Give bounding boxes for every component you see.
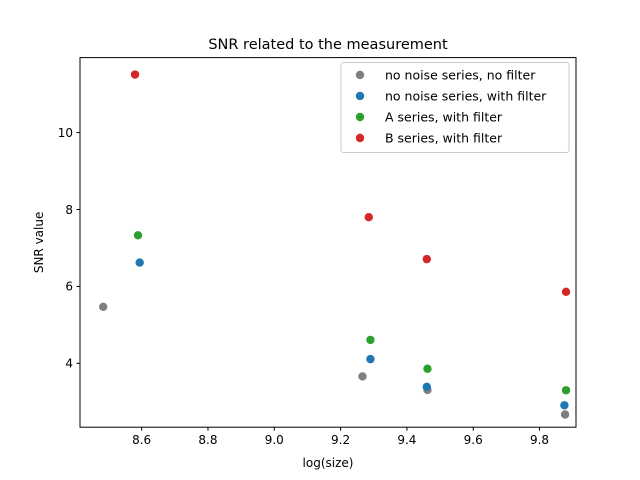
data-point [135, 258, 144, 267]
legend-marker [355, 133, 365, 143]
x-tick-label: 9.4 [397, 433, 416, 447]
data-point [560, 401, 569, 410]
y-tick-label: 8 [65, 203, 73, 217]
legend-marker [355, 70, 365, 80]
data-point [561, 386, 571, 395]
data-point [366, 335, 375, 345]
data-point [422, 254, 432, 264]
x-tick-label: 8.8 [198, 433, 217, 447]
legend-entry-label: no noise series, no filter [385, 68, 536, 83]
y-tick-label: 10 [58, 126, 73, 140]
plot-frame [79, 57, 577, 428]
series-4-points [130, 70, 571, 297]
x-tick-label: 9.6 [464, 433, 483, 447]
x-axis-label: log(size) [303, 456, 354, 470]
data-point [560, 410, 570, 419]
legend-entry-label: A series, with filter [385, 110, 503, 125]
x-tick-label: 8.6 [132, 433, 151, 447]
legend-marker [355, 91, 365, 101]
series-2-points [135, 258, 569, 410]
data-point [133, 231, 143, 240]
data-point [130, 70, 140, 79]
data-point [99, 302, 108, 312]
legend: no noise series, no filter no noise serie… [340, 62, 570, 153]
data-point [366, 354, 375, 364]
data-point [364, 213, 373, 222]
series-3-points [133, 231, 571, 395]
data-point [358, 372, 367, 381]
points-layer [99, 70, 571, 419]
legend-box [340, 62, 570, 153]
legend-entry-label: B series, with filter [385, 131, 503, 146]
legend-entry-label: no noise series, with filter [385, 89, 547, 104]
y-axis-label: SNR value [32, 212, 46, 274]
data-point [423, 364, 432, 373]
x-tick-label: 9.8 [530, 433, 549, 447]
y-tick-label: 4 [65, 357, 73, 371]
legend-marker [355, 112, 365, 122]
y-tick-label: 6 [65, 280, 73, 294]
chart-title: SNR related to the measurement [208, 37, 448, 53]
x-tick-label: 9.2 [331, 433, 350, 447]
x-tick-label: 9.0 [265, 433, 284, 447]
data-point [561, 287, 571, 297]
ticks-layer: 8.6 8.8 9.0 9.2 9.4 9.6 9.8 4 6 8 10 [58, 126, 549, 447]
data-point [422, 382, 432, 392]
